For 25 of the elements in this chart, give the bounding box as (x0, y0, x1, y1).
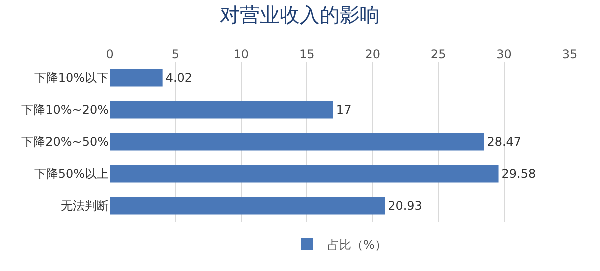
y-tick-label: 无法判断 (61, 199, 109, 214)
data-label: 17 (336, 103, 352, 117)
chart-title: 对营业收入的影响 (220, 3, 380, 28)
bar (110, 69, 163, 87)
y-tick-label: 下降10%~20% (22, 103, 109, 118)
x-tick-label: 10 (234, 48, 250, 62)
data-label: 29.58 (502, 167, 536, 181)
x-tick-label: 5 (172, 48, 180, 62)
y-tick-label: 下降20%~50% (22, 135, 109, 150)
bar (110, 101, 334, 119)
x-tick-label: 0 (106, 48, 114, 62)
data-label: 20.93 (388, 199, 422, 213)
bar (110, 133, 484, 151)
x-tick-label: 35 (562, 48, 578, 62)
x-tick-label: 25 (430, 48, 446, 62)
data-label: 4.02 (166, 71, 193, 85)
x-tick-label: 20 (365, 48, 380, 62)
bar (110, 165, 499, 183)
x-tick-label: 15 (300, 48, 315, 62)
bar (110, 197, 386, 215)
x-tick-label: 30 (496, 48, 512, 62)
data-label: 28.47 (487, 135, 522, 149)
y-tick-label: 下降10%以下 (34, 71, 109, 86)
y-tick-label: 下降50%以上 (34, 167, 109, 182)
legend-label: 占比（%） (328, 238, 387, 252)
